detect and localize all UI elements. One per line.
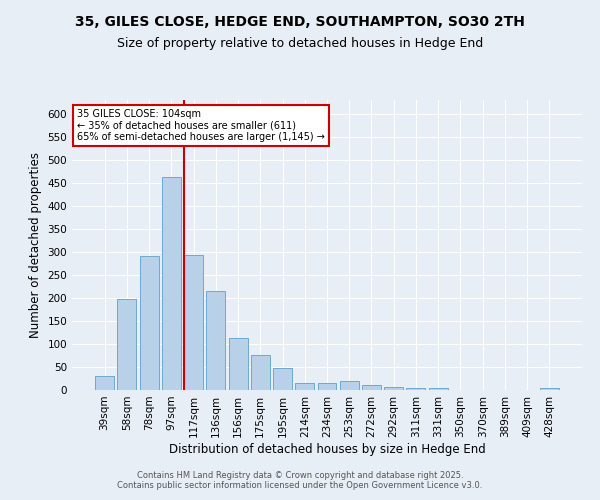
Bar	[273, 368, 292, 390]
Bar	[384, 387, 403, 390]
Bar	[317, 383, 337, 390]
Bar	[406, 388, 425, 390]
Bar	[362, 386, 381, 390]
Bar	[118, 300, 136, 390]
Bar	[229, 338, 248, 390]
Bar	[295, 383, 314, 390]
Bar	[540, 388, 559, 390]
Bar	[95, 376, 114, 390]
Y-axis label: Number of detached properties: Number of detached properties	[29, 152, 42, 338]
Bar	[162, 178, 181, 390]
Bar	[429, 388, 448, 390]
Bar	[340, 381, 359, 390]
X-axis label: Distribution of detached houses by size in Hedge End: Distribution of detached houses by size …	[169, 442, 485, 456]
Text: 35 GILES CLOSE: 104sqm
← 35% of detached houses are smaller (611)
65% of semi-de: 35 GILES CLOSE: 104sqm ← 35% of detached…	[77, 108, 325, 142]
Text: Contains HM Land Registry data © Crown copyright and database right 2025.
Contai: Contains HM Land Registry data © Crown c…	[118, 470, 482, 490]
Bar	[184, 255, 203, 390]
Text: 35, GILES CLOSE, HEDGE END, SOUTHAMPTON, SO30 2TH: 35, GILES CLOSE, HEDGE END, SOUTHAMPTON,…	[75, 15, 525, 29]
Bar	[251, 356, 270, 390]
Text: Size of property relative to detached houses in Hedge End: Size of property relative to detached ho…	[117, 38, 483, 51]
Bar	[140, 256, 158, 390]
Bar	[206, 290, 225, 390]
